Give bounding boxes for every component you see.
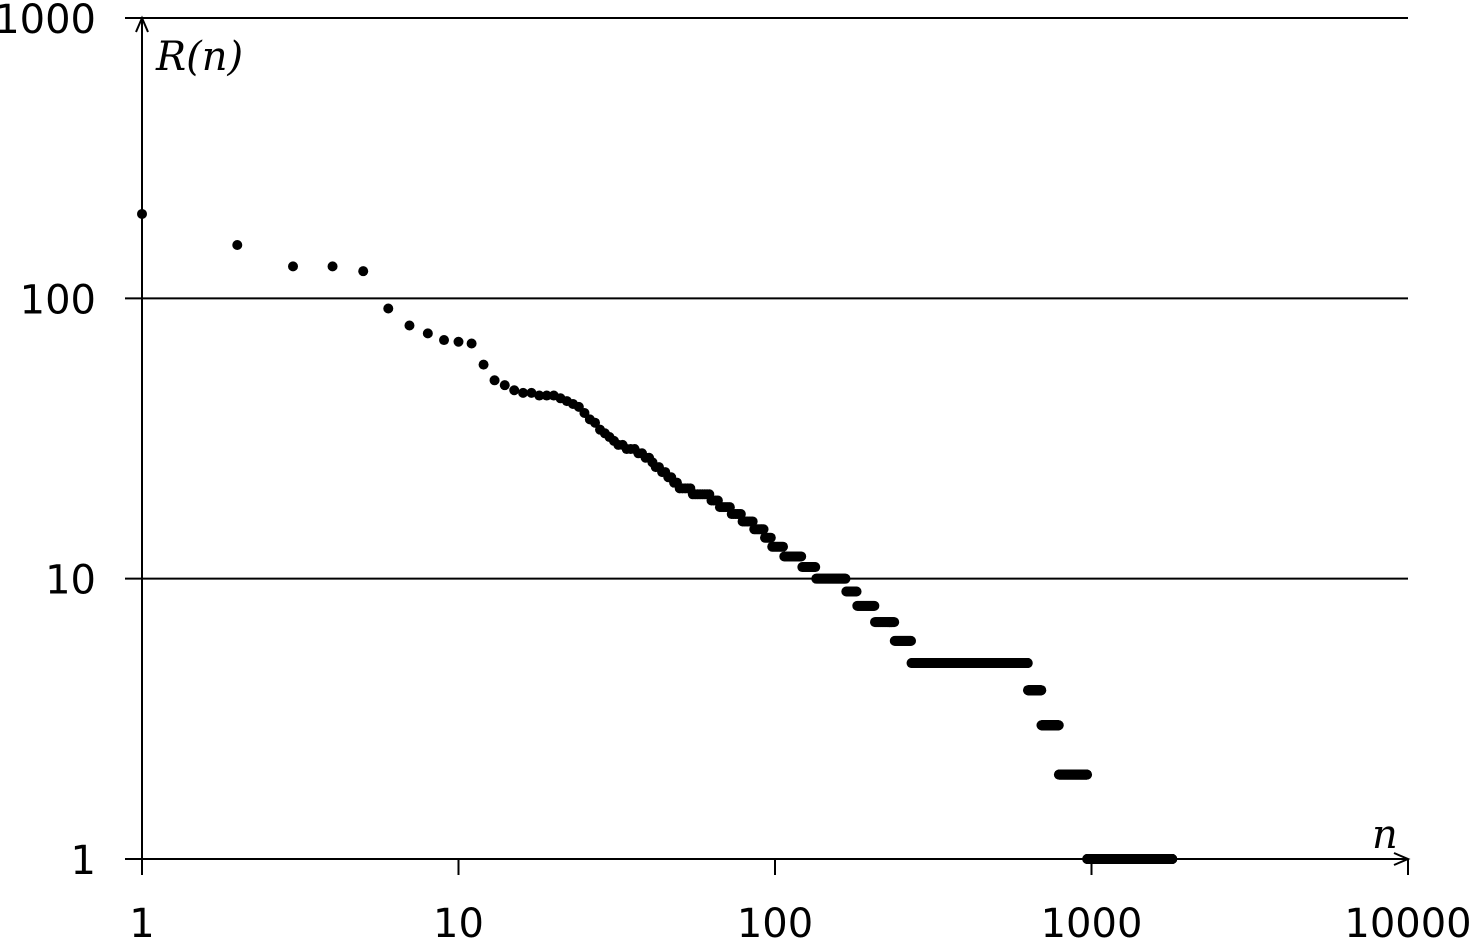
data-point: [747, 516, 758, 527]
data-point: [851, 586, 862, 597]
x-tick-label-10: 10: [433, 901, 484, 939]
data-point: [489, 375, 500, 386]
data-point: [758, 524, 769, 535]
y-tick-label-100: 100: [20, 277, 96, 323]
data-point: [796, 551, 807, 562]
data-point: [526, 387, 537, 398]
y-axis-arrow-icon: [135, 15, 149, 33]
data-point: [590, 417, 601, 428]
data-point: [906, 635, 917, 646]
data-point: [518, 387, 529, 398]
data-point: [889, 617, 900, 628]
data-point: [1167, 854, 1178, 864]
data-point: [383, 303, 394, 314]
data-point: [541, 390, 552, 401]
data-point: [509, 385, 520, 396]
data-point: [765, 532, 776, 543]
data-point: [840, 573, 851, 584]
data-point: [869, 600, 880, 611]
data-point: [1082, 769, 1093, 780]
data-point: [466, 338, 477, 349]
x-tick-label-100: 100: [737, 901, 813, 939]
data-point: [327, 261, 338, 272]
data-point: [358, 266, 369, 277]
data-point: [439, 335, 450, 346]
data-point: [1053, 720, 1064, 731]
x-tick-label-1000: 1000: [1041, 901, 1143, 939]
y-tick-label-1: 1: [71, 838, 96, 884]
data-point: [1036, 685, 1047, 696]
data-point: [232, 239, 243, 250]
data-point: [778, 541, 789, 552]
data-point: [453, 336, 464, 347]
x-axis-title: n: [1372, 812, 1398, 858]
gridlines: [125, 17, 1408, 580]
x-tick-label-10000: 10000: [1344, 901, 1469, 939]
data-point: [422, 328, 433, 339]
data-point: [499, 380, 510, 391]
data-point: [404, 320, 415, 331]
data-point: [478, 359, 489, 370]
data-point: [534, 390, 545, 401]
x-tick-label-1: 1: [129, 901, 154, 939]
y-tick-label-1000: 1000: [0, 0, 96, 43]
y-tick-label-10: 10: [45, 558, 96, 604]
data-point: [810, 562, 821, 573]
data-point: [137, 208, 147, 219]
data-point: [1022, 658, 1033, 669]
y-axis-title: R(n): [155, 34, 243, 80]
data-point: [288, 261, 299, 272]
data-points: [137, 208, 1178, 864]
axes: [125, 15, 1411, 875]
